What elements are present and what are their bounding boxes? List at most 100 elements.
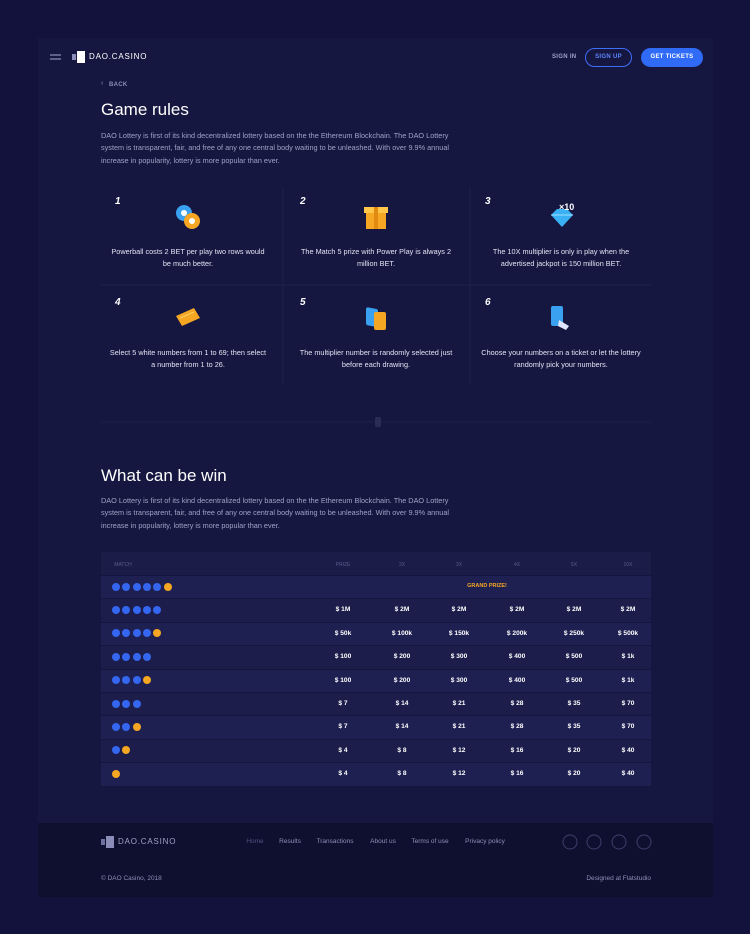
white-ball [112,605,120,614]
section-title: Game rules [101,100,189,119]
logo[interactable]: DAO.CASINO [89,52,148,61]
white-ball [112,722,120,731]
section-intro: DAO Lottery is first of its kind decentr… [101,131,450,165]
logo-icon [72,51,85,63]
card-icon [176,308,200,326]
card-number: 3 [485,196,491,207]
card-text: Choose your numbers on a ticket or let t… [481,348,641,369]
table-cell: $ 400 [508,653,526,661]
table-cell: $ 1M [335,606,351,614]
white-ball [122,722,131,731]
white-ball [112,676,120,685]
white-ball [142,652,151,661]
table-cell: $ 70 [621,723,635,731]
table-row [101,715,651,739]
table-cell: $ 8 [397,770,407,778]
table-cell: $ 100 [334,676,352,684]
card-number: 1 [115,196,121,207]
card-number: 5 [300,297,306,308]
table-cell: $ 7 [338,723,348,731]
table-cell: $ 500 [565,653,583,661]
power-ball [112,769,120,778]
table-cell: $ 40 [621,746,635,754]
card-number: 4 [115,297,121,308]
multiplier-badge: ×10 [559,202,575,212]
card-icon [551,306,569,330]
footer-link[interactable]: Transactions [316,838,354,845]
table-cell: $ 2M [566,606,582,614]
table-cell: $ 1k [621,653,635,661]
table-row [101,738,651,763]
card-icon [364,207,388,229]
footer-link[interactable]: Terms of use [411,838,449,845]
card-text: The 10X multiplier is only in play when … [492,247,630,268]
white-ball [142,582,151,591]
card-icon [551,209,573,227]
table-cell: $ 100 [334,653,352,661]
table-cell: $ 40 [621,770,635,778]
table-cell: $ 200 [393,676,411,684]
section-intro: DAO Lottery is first of its kind decentr… [101,496,450,530]
table-cell: $ 100k [391,629,413,637]
table-header: 4X [513,562,521,568]
table-cell: $ 300 [450,653,468,661]
footer-link[interactable]: Privacy policy [465,838,505,845]
table-cell: $ 28 [510,723,524,731]
card-grid-lines [101,188,651,385]
table-row [101,762,651,786]
table-cell: $ 400 [508,676,526,684]
table-cell: $ 35 [567,723,581,731]
white-ball [122,699,131,708]
table-cell: $ 35 [567,700,581,707]
credit[interactable]: Designed at Flatstudio [586,875,651,882]
white-ball [132,699,141,708]
power-ball [132,722,141,731]
white-ball [122,582,131,591]
table-row [101,692,651,716]
menu-icon[interactable] [50,54,61,61]
back-arrow[interactable]: ‹ [101,80,104,87]
table-cell: $ 8 [397,746,407,754]
table-cell: $ 150k [448,629,470,637]
table-row [101,668,651,692]
card-icon [366,307,386,330]
table-header: 10X [623,562,633,568]
footer-link[interactable]: About us [370,838,396,845]
footer-link[interactable]: Results [279,838,301,845]
table-cell: $ 20 [567,746,581,754]
footer-logo[interactable]: DAO.CASINO [118,837,177,846]
table-row [101,621,651,646]
card-icon [176,205,200,229]
table-header: PRIZE [335,562,351,568]
power-ball [142,676,151,685]
white-ball [132,676,141,685]
sign-in[interactable]: SIGN IN [552,54,577,60]
white-ball [132,582,141,591]
table-row [101,645,651,669]
table-cell: $ 1k [621,676,635,684]
logo-icon [101,836,114,848]
table-header: MATCH [114,562,132,568]
table-cell: $ 7 [338,700,348,707]
social-icons[interactable] [562,834,652,850]
back-link[interactable]: BACK [109,82,128,88]
white-ball [142,605,151,614]
white-ball [132,629,141,638]
get-tickets-button[interactable]: GET TICKETS [641,48,703,67]
grand-prize: GRAND PRIZE! [467,583,507,589]
table-cell: $ 4 [338,770,348,778]
divider [101,417,651,427]
table-cell: $ 2M [620,606,636,614]
sign-up-button[interactable]: SIGN UP [585,48,632,67]
table-header: 5X [570,562,578,568]
card-text: Powerball costs 2 BET per play two rows … [111,247,265,268]
table-cell: $ 70 [621,700,635,707]
table-cell: $ 14 [395,700,409,707]
copyright: © DAO Casino, 2018 [101,875,162,882]
footer-link[interactable]: Home [246,838,264,845]
table-cell: $ 2M [394,606,410,614]
table-cell: $ 21 [452,723,466,731]
section-title: What can be win [101,466,227,485]
white-ball [122,605,131,614]
table-cell: $ 12 [452,770,466,778]
